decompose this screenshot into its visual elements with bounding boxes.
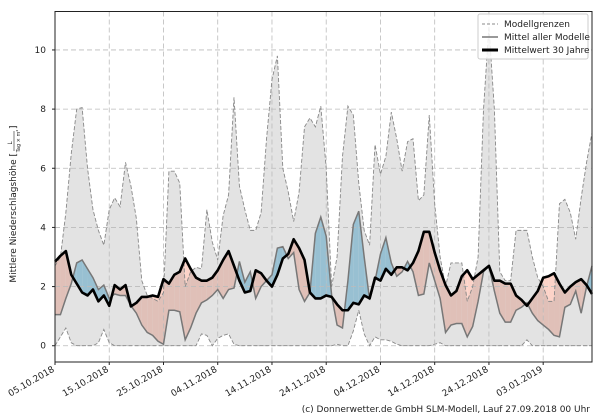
below-climate-fill <box>570 282 576 305</box>
below-climate-fill <box>434 252 441 299</box>
model-mean-line <box>55 210 593 346</box>
below-climate-fill <box>174 271 180 312</box>
below-climate-fill <box>499 280 506 323</box>
below-climate-fill <box>440 270 446 333</box>
above-climate-fill <box>353 211 359 305</box>
above-climate-fill <box>87 268 93 296</box>
climate-mean-line <box>54 230 594 312</box>
below-climate-fill <box>472 274 479 327</box>
x-tick-label: 03.01.2019 <box>495 365 545 400</box>
below-climate-fill <box>396 267 403 277</box>
below-climate-fill <box>228 251 234 290</box>
below-climate-fill <box>152 295 159 342</box>
below-climate-fill <box>450 291 457 326</box>
below-climate-fill <box>429 231 435 281</box>
x-tick-label: 14.12.2018 <box>387 365 437 400</box>
below-climate-fill <box>554 273 560 337</box>
upper-model-bound-line <box>54 26 593 302</box>
above-climate-fill <box>320 217 327 299</box>
above-climate-fill <box>244 271 251 293</box>
below-climate-fill <box>423 231 430 294</box>
below-climate-fill <box>543 276 549 330</box>
legend: Modellgrenzen Mittel aller Modelle Mitte… <box>477 13 590 60</box>
y-label-text: Mittlere Niederschlagshöhe <box>9 159 19 283</box>
svg-text:]: ] <box>9 125 19 129</box>
below-climate-fill <box>185 258 191 340</box>
y-unit-denominator: Tag × m² <box>16 130 22 154</box>
series-lines <box>54 26 594 347</box>
below-climate-fill <box>55 255 61 315</box>
below-climate-fill <box>445 285 451 333</box>
below-climate-fill <box>190 268 197 328</box>
below-climate-fill <box>299 248 305 302</box>
y-tick-label: 0 <box>40 342 46 352</box>
plot-frame <box>54 11 593 363</box>
y-unit-numerator: L <box>7 141 14 145</box>
y-tick-label: 8 <box>40 105 46 115</box>
below-climate-fill <box>179 258 186 340</box>
x-tick-label: 25.10.2018 <box>115 365 165 400</box>
legend-mittelwert-30: Mittelwert 30 Jahre <box>504 46 590 56</box>
below-climate-fill <box>255 270 262 299</box>
y-ticks: 0 2 4 6 8 10 <box>35 46 55 352</box>
x-tick-label: 05.10.2018 <box>7 365 57 400</box>
y-tick-label: 2 <box>40 283 46 293</box>
x-tick-label: 14.11.2018 <box>224 365 274 400</box>
below-climate-fill <box>548 273 555 336</box>
below-climate-fill <box>147 295 153 336</box>
legend-modellgrenzen: Modellgrenzen <box>504 20 570 30</box>
y-tick-label: 6 <box>40 164 46 174</box>
below-climate-fill <box>505 283 511 323</box>
model-range-area <box>55 26 592 346</box>
below-climate-fill <box>163 279 169 345</box>
below-climate-fill <box>206 277 213 300</box>
y-tick-label: 4 <box>40 223 46 233</box>
lower-model-bound-line <box>54 310 592 347</box>
above-climate-fill <box>358 211 365 305</box>
x-tick-label: 15.10.2018 <box>61 365 111 400</box>
x-tick-label: 04.12.2018 <box>332 365 382 400</box>
y-axis-label: Mittlere Niederschlagshöhe [ L Tag × m² … <box>7 125 22 282</box>
legend-mittel-modelle: Mittel aller Modelle <box>504 33 590 43</box>
x-tick-label: 04.11.2018 <box>170 365 220 400</box>
y-tick-label: 10 <box>35 46 47 56</box>
x-tick-label: 24.11.2018 <box>278 365 328 400</box>
below-climate-fill <box>141 296 148 333</box>
copyright-footer: (c) Donnerwetter.de GmbH SLM-Modell, Lau… <box>301 405 590 415</box>
x-ticks: 05.10.2018 15.10.2018 25.10.2018 04.11.2018… <box>7 362 545 399</box>
svg-text:Mittlere Niederschlagshöhe [: Mittlere Niederschlagshöhe [ <box>9 153 19 283</box>
below-climate-fill <box>559 283 565 337</box>
above-climate-fill <box>315 217 321 299</box>
x-tick-label: 24.12.2018 <box>441 365 491 400</box>
below-climate-fill <box>136 296 142 326</box>
model-range-band <box>55 26 592 346</box>
below-climate-fill <box>60 251 66 315</box>
